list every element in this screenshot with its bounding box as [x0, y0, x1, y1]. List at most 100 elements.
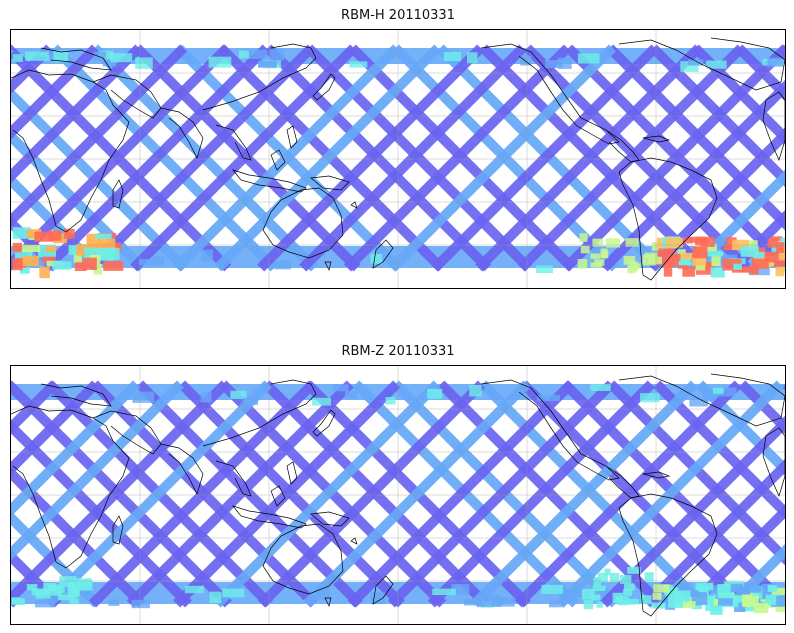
map-svg-rbm-z: [11, 366, 785, 624]
swath-descending: [11, 380, 229, 606]
swath-cell: [443, 51, 461, 62]
flux-cell: [749, 266, 759, 275]
coastline-path: [372, 239, 394, 269]
swath-cell: [557, 57, 572, 69]
flux-cell: [604, 568, 611, 576]
coastline-path: [618, 373, 785, 427]
swath-cell: [702, 389, 714, 402]
swath-descending: [11, 44, 188, 228]
flux-cell: [626, 598, 639, 605]
swath-descending: [556, 380, 784, 608]
swath-cell: [208, 56, 232, 68]
flux-cell: [648, 256, 663, 265]
flux-cell: [590, 594, 601, 601]
swath-ascending: [50, 44, 278, 272]
swath-descending: [730, 209, 785, 272]
flux-cell: [780, 237, 785, 247]
swath-cell: [269, 49, 285, 61]
flux-cell: [20, 244, 41, 253]
swath-cell: [209, 591, 222, 604]
flux-cell: [751, 258, 769, 269]
coastline-path: [270, 485, 286, 507]
swath-descending: [562, 44, 785, 272]
coastline-path: [372, 575, 394, 605]
swath-descending: [347, 380, 575, 608]
swath-cell: [309, 590, 330, 600]
swath-cell: [30, 257, 50, 266]
flux-cell: [19, 266, 30, 274]
swath-cell: [577, 53, 600, 64]
swath-descending: [728, 544, 785, 608]
flux-cell: [710, 267, 725, 278]
coastline-path: [40, 47, 112, 71]
coastline-path: [312, 409, 336, 437]
swath-cell: [332, 384, 349, 392]
swath-descending: [213, 380, 441, 608]
flux-cell: [680, 252, 701, 260]
satellite-swaths: [11, 44, 785, 276]
flux-cell: [665, 237, 683, 248]
swath-descending: [470, 380, 698, 608]
flux-cell: [11, 597, 21, 604]
swath-cell: [680, 61, 699, 72]
coastline-path: [160, 443, 204, 495]
flux-cell: [579, 233, 588, 242]
flux-cell: [623, 583, 635, 591]
flux-cell: [652, 593, 662, 600]
coastline-path: [618, 157, 718, 281]
swath-cell: [537, 394, 561, 401]
swath-ascending: [653, 380, 785, 520]
flux-cell: [717, 592, 733, 599]
swath-cell: [245, 49, 268, 59]
flux-cell: [683, 237, 693, 244]
swath-cell: [349, 61, 368, 68]
swath-cell: [548, 600, 565, 608]
coastline-path: [160, 107, 204, 159]
coastline-path: [262, 187, 344, 259]
flux-cell: [682, 601, 696, 609]
coastline-path: [642, 135, 671, 143]
flux-cell: [82, 257, 97, 270]
coastline-path: [202, 379, 317, 447]
coastline-path: [324, 261, 332, 272]
swath-cell: [12, 54, 23, 62]
graticule: [11, 366, 785, 624]
swath-descending: [44, 380, 272, 608]
swath-cell: [385, 397, 396, 405]
flux-cell: [743, 585, 762, 593]
swath-cell: [467, 52, 478, 64]
flux-cell: [695, 582, 714, 591]
flux-cell: [717, 584, 735, 596]
flux-cell: [753, 587, 772, 594]
flux-cell: [48, 584, 62, 596]
swath-descending: [173, 44, 401, 272]
high-flux-regions: [12, 227, 785, 279]
flux-cell: [625, 238, 639, 247]
flux-cell: [612, 592, 623, 604]
swath-descending: [11, 44, 231, 271]
flux-cell: [691, 255, 707, 266]
coastline-path: [215, 460, 252, 497]
flux-cell: [676, 257, 692, 265]
coastline-path: [11, 69, 130, 233]
coastline-path: [618, 37, 785, 91]
flux-cell: [39, 266, 50, 279]
swath-cell: [573, 588, 586, 598]
swath-cell: [53, 50, 69, 63]
swath-descending: [648, 127, 785, 272]
flux-cell: [12, 242, 23, 253]
swath-cell: [689, 397, 708, 407]
coastline-path: [270, 149, 286, 171]
flux-cell: [734, 602, 746, 613]
swath-descending: [475, 44, 703, 272]
flux-cell: [700, 237, 715, 247]
flux-cell: [12, 227, 32, 239]
swath-descending: [343, 44, 571, 272]
coastline-path: [286, 125, 298, 149]
coastline-path: [762, 91, 785, 162]
swath-cell: [767, 57, 784, 67]
flux-cell: [633, 263, 641, 269]
flux-cell: [767, 584, 777, 592]
swath-descending: [257, 380, 485, 608]
flux-cell: [740, 246, 759, 257]
